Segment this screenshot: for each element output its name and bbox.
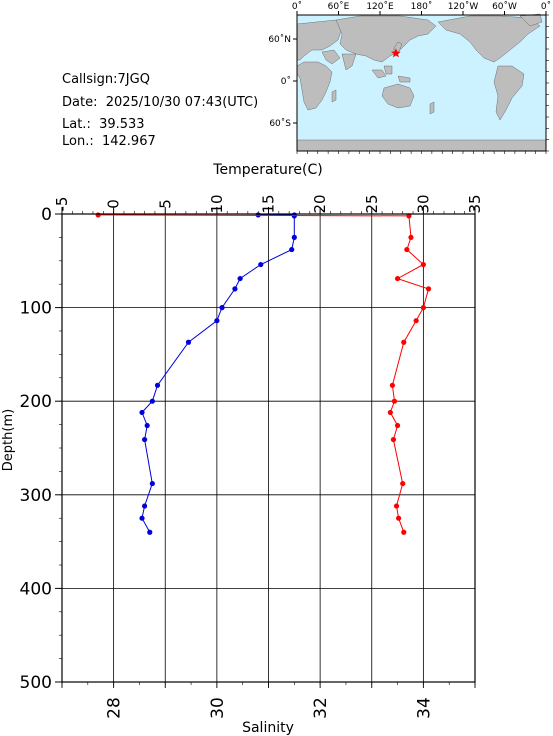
- salinity-data-point: [237, 275, 243, 282]
- salinity-tick-label: 28: [105, 697, 125, 719]
- depth-tick-label: 100: [20, 299, 52, 319]
- map-lon-label: 120˚W: [448, 1, 479, 12]
- temperature-data-point: [400, 480, 406, 487]
- depth-tick-label: 400: [20, 579, 52, 599]
- temperature-tick-label: 10: [208, 194, 226, 213]
- salinity-data-point: [258, 261, 264, 268]
- temperature-data-point: [408, 234, 414, 240]
- map-lon-label: 0˚: [292, 1, 302, 12]
- map-lon-label: 120˚E: [366, 1, 394, 12]
- temperature-profile-line: [98, 214, 430, 533]
- land-india: [341, 53, 357, 71]
- salinity-data-point: [149, 480, 155, 487]
- salinity-tick-label: 34: [414, 697, 434, 719]
- salinity-data-point: [144, 422, 150, 429]
- salinity-data-point: [232, 286, 238, 292]
- temperature-data-point: [95, 212, 101, 218]
- temperature-tick-label: 35: [466, 194, 484, 213]
- salinity-data-point: [291, 234, 297, 240]
- map-lon-label: 0˚: [541, 1, 551, 12]
- map-land: [296, 13, 547, 152]
- salinity-data-point: [154, 382, 161, 388]
- land-south-america: [493, 65, 525, 121]
- land-indonesia: [371, 69, 387, 79]
- temperature-data-point: [387, 409, 393, 416]
- longitude-label: Lon.: 142.967: [62, 134, 156, 149]
- temperature-data-point: [395, 515, 402, 521]
- land-borneo: [383, 65, 393, 75]
- map-ticks: 0˚ 60˚E 120˚E 180˚ 120˚W 60˚W 0˚ 60˚N 0˚ 60˚S: [268, 1, 551, 154]
- salinity-data-point: [142, 503, 148, 509]
- temperature-data-point: [390, 436, 397, 443]
- land-africa: [296, 61, 333, 111]
- land-arabia: [321, 49, 341, 65]
- temperature-tick-label: 5: [156, 199, 174, 209]
- salinity-tick-label: 30: [208, 697, 228, 719]
- temperature-tick-label: 15: [260, 194, 278, 213]
- temperature-tick-label: 25: [363, 194, 381, 213]
- land-north-america: [437, 15, 541, 63]
- salinity-data-point: [185, 339, 192, 345]
- temperature-data-point: [413, 318, 419, 324]
- temperature-tick-label: 20: [311, 194, 329, 213]
- depth-tick-label: 0: [41, 205, 52, 225]
- temperature-data-point: [394, 275, 401, 282]
- salinity-data-point: [139, 515, 145, 521]
- land-newzealand: [429, 101, 435, 115]
- chart-series: [95, 212, 432, 535]
- temperature-data-point: [404, 246, 410, 253]
- salinity-data-point: [219, 305, 225, 311]
- station-marker-icon: [391, 48, 401, 58]
- salinity-data-point: [139, 409, 145, 416]
- date-label: Date: 2025/10/30 07:43(UTC): [62, 95, 259, 110]
- map-lat-label: 60˚S: [269, 118, 291, 129]
- salinity-axis-title: Salinity: [242, 720, 294, 736]
- temperature-data-point: [394, 422, 401, 429]
- salinity-data-point: [147, 529, 153, 535]
- latitude-label: Lat.: 39.533: [62, 117, 145, 132]
- temperature-data-point: [401, 339, 407, 345]
- temperature-data-point: [420, 305, 426, 311]
- depth-tick-label: 500: [20, 673, 52, 693]
- temperature-data-point: [425, 286, 432, 292]
- world-map: 0˚ 60˚E 120˚E 180˚ 120˚W 60˚W 0˚ 60˚N 0˚ 60˚S: [268, 1, 551, 154]
- salinity-data-point: [214, 318, 220, 324]
- salinity-data-point: [142, 436, 148, 443]
- land-madagascar: [331, 89, 337, 103]
- temperature-tick-label: 0: [105, 199, 123, 209]
- callsign-label: Callsign:7JGQ: [62, 72, 150, 87]
- map-lon-label: 60˚W: [492, 1, 517, 12]
- temperature-data-point: [401, 529, 407, 535]
- temperature-data-point: [391, 398, 398, 404]
- depth-tick-label: 200: [20, 392, 52, 412]
- depth-axis-title: Depth(m): [1, 409, 16, 471]
- map-lon-label: 60˚E: [328, 1, 350, 12]
- temperature-axis-title: Temperature(C): [212, 162, 322, 178]
- map-lat-label: 60˚N: [268, 34, 291, 45]
- salinity-tick-label: 32: [311, 697, 331, 719]
- map-lon-label: 180˚: [411, 1, 433, 12]
- land-australia: [381, 83, 415, 109]
- land-newguinea: [397, 75, 411, 83]
- temperature-tick-label: 30: [414, 194, 432, 213]
- temperature-tick-label: -5: [53, 197, 71, 212]
- salinity-profile-line: [141, 214, 295, 533]
- salinity-data-point: [289, 246, 295, 253]
- depth-tick-label: 300: [20, 486, 52, 506]
- temperature-data-point: [420, 261, 426, 268]
- salinity-data-point: [149, 398, 155, 404]
- land-antarctica: [296, 139, 547, 152]
- temperature-data-point: [389, 382, 395, 388]
- map-lat-label: 0˚: [281, 76, 291, 87]
- temperature-data-point: [393, 503, 400, 509]
